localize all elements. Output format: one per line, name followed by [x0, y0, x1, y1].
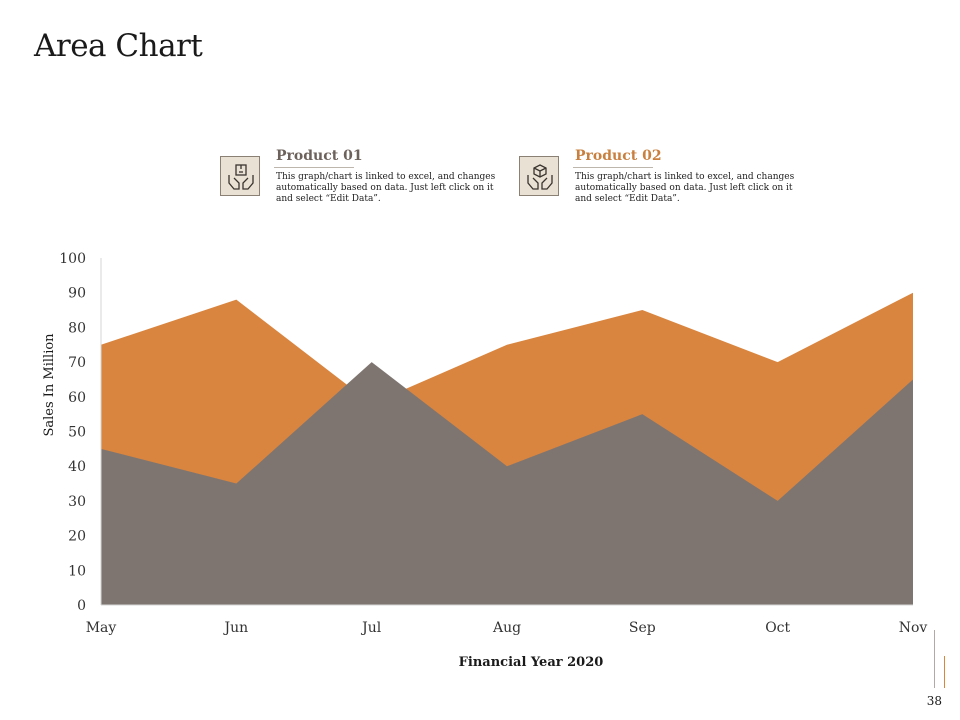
y-tick-label: 30	[68, 494, 86, 510]
footer-divider	[934, 630, 935, 688]
x-tick-label: May	[86, 620, 117, 636]
y-tick-label: 0	[77, 598, 86, 614]
hands-holding-box-icon	[220, 156, 260, 196]
legend-item-product-02: Product 02 This graph/chart is linked to…	[519, 148, 799, 218]
y-axis-label: Sales In Million	[42, 333, 57, 437]
x-tick-label: Sep	[629, 620, 656, 636]
legend-description: This graph/chart is linked to excel, and…	[276, 172, 496, 204]
y-tick-label: 90	[68, 286, 86, 302]
legend-name: Product 01	[276, 148, 363, 164]
page-number: 38	[926, 694, 942, 708]
hands-holding-cube-icon	[519, 156, 559, 196]
legend-description: This graph/chart is linked to excel, and…	[575, 172, 795, 204]
y-tick-label: 60	[68, 390, 86, 406]
page-title: Area Chart	[34, 28, 203, 64]
y-tick-labels: 0 10 20 30 40 50 60 70 80 90 100	[59, 251, 86, 614]
x-tick-label: Jun	[223, 620, 249, 636]
y-tick-label: 10	[68, 563, 86, 579]
y-tick-label: 100	[59, 251, 86, 267]
x-tick-label: Jul	[360, 620, 382, 636]
y-tick-label: 50	[68, 425, 86, 441]
legend-divider	[573, 167, 653, 168]
y-tick-label: 40	[68, 459, 86, 475]
x-tick-label: Nov	[899, 620, 928, 636]
y-tick-label: 70	[68, 355, 86, 371]
area-series-group	[101, 292, 913, 605]
area-series-product-01	[101, 362, 913, 605]
y-tick-label: 80	[68, 320, 86, 336]
footer-accent	[944, 656, 945, 688]
legend-name: Product 02	[575, 148, 662, 164]
legend-divider	[274, 167, 354, 168]
axes-group	[100, 258, 913, 606]
y-tick-label: 20	[68, 529, 86, 545]
x-axis-label: Financial Year 2020	[459, 655, 604, 670]
x-tick-labels: May Jun Jul Aug Sep Oct Nov	[86, 620, 928, 636]
x-tick-label: Aug	[492, 620, 521, 636]
x-tick-label: Oct	[765, 620, 790, 636]
legend-item-product-01: Product 01 This graph/chart is linked to…	[220, 148, 500, 218]
